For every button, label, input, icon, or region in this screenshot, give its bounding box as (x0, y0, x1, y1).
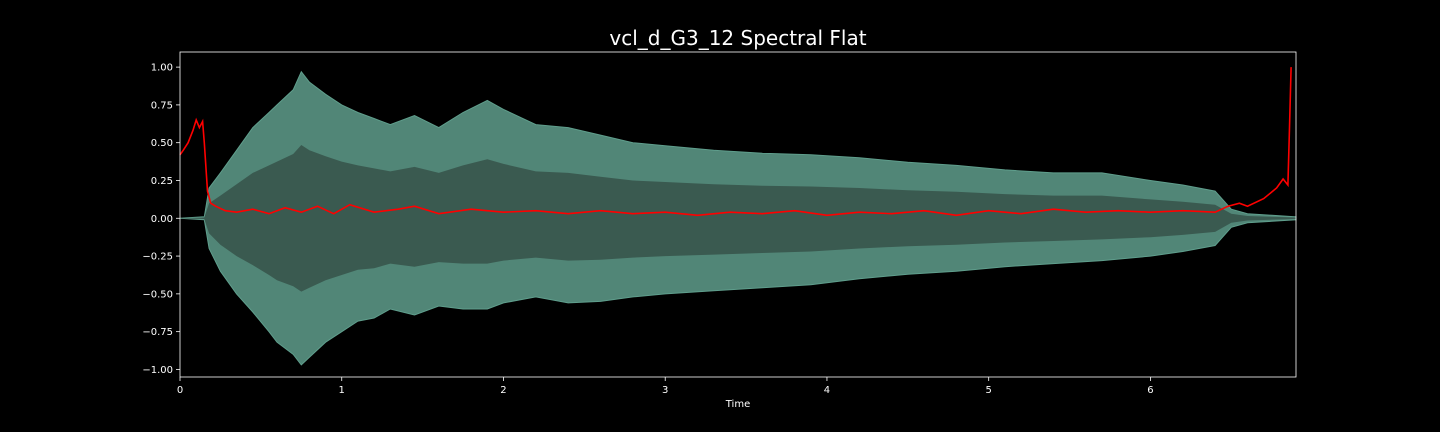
y-axis: 1.00 0.75 0.50 0.25 0.00 −0.25 −0.50 −0.75 −1.00 (142, 63, 180, 376)
y-tick-label: 0.25 (151, 176, 173, 187)
y-tick-label: −0.25 (142, 252, 173, 263)
x-axis: 0 1 2 3 4 5 6 (177, 377, 1154, 396)
x-tick-label: 2 (500, 385, 506, 396)
y-tick-label: −0.50 (142, 289, 173, 300)
waveform-core (180, 145, 1296, 292)
y-tick-label: 0.75 (151, 100, 173, 111)
chart-title: vcl_d_G3_12 Spectral Flat (609, 26, 866, 50)
y-tick-label: −1.00 (142, 365, 173, 376)
x-tick-label: 0 (177, 385, 183, 396)
x-tick-label: 5 (986, 385, 992, 396)
y-tick-label: −0.75 (142, 327, 173, 338)
axes-frame (179, 51, 1297, 378)
x-tick-label: 6 (1147, 385, 1153, 396)
y-tick-label: 0.00 (151, 214, 173, 225)
y-tick-label: 0.50 (151, 138, 173, 149)
x-tick-label: 4 (824, 385, 830, 396)
spectral-flatness-line (179, 67, 1292, 217)
x-tick-label: 1 (339, 385, 345, 396)
x-axis-label: Time (725, 399, 750, 410)
x-tick-label: 3 (662, 385, 668, 396)
y-tick-label: 1.00 (151, 63, 173, 74)
